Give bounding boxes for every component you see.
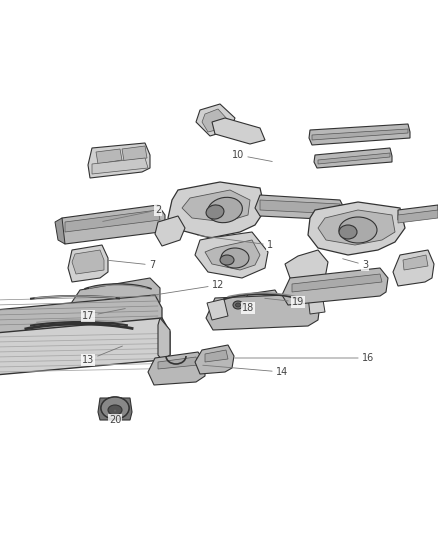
Text: 18: 18 <box>242 303 254 313</box>
Text: 1: 1 <box>198 236 273 250</box>
Polygon shape <box>212 118 265 144</box>
Polygon shape <box>202 109 228 132</box>
Text: 19: 19 <box>265 297 304 307</box>
Polygon shape <box>255 195 345 220</box>
Text: 12: 12 <box>151 280 224 296</box>
Polygon shape <box>398 205 438 220</box>
Polygon shape <box>92 158 148 174</box>
Polygon shape <box>318 153 390 164</box>
Polygon shape <box>68 245 108 282</box>
Polygon shape <box>252 294 276 306</box>
Polygon shape <box>158 357 198 369</box>
Text: 6: 6 <box>0 532 1 533</box>
Text: 14: 14 <box>203 365 288 377</box>
Text: 5: 5 <box>0 532 1 533</box>
Ellipse shape <box>208 197 242 223</box>
Polygon shape <box>122 146 147 161</box>
Polygon shape <box>309 124 410 145</box>
Polygon shape <box>155 216 185 246</box>
Text: 2: 2 <box>103 205 161 221</box>
Polygon shape <box>205 350 228 362</box>
Polygon shape <box>70 278 160 318</box>
Ellipse shape <box>233 301 243 309</box>
Polygon shape <box>398 210 438 223</box>
Polygon shape <box>207 299 228 320</box>
Polygon shape <box>285 250 328 284</box>
Ellipse shape <box>339 217 377 243</box>
Ellipse shape <box>206 205 224 219</box>
Polygon shape <box>195 232 268 278</box>
Text: 3: 3 <box>343 259 368 270</box>
Text: 9: 9 <box>0 532 1 533</box>
Polygon shape <box>0 295 162 345</box>
Ellipse shape <box>339 225 357 239</box>
Ellipse shape <box>236 303 240 307</box>
Ellipse shape <box>105 400 125 416</box>
Polygon shape <box>393 250 434 286</box>
Text: 17: 17 <box>82 309 125 321</box>
Text: 10: 10 <box>232 150 272 161</box>
Ellipse shape <box>108 405 122 415</box>
Ellipse shape <box>110 404 120 412</box>
Ellipse shape <box>221 248 249 268</box>
Text: 8: 8 <box>0 532 1 533</box>
Polygon shape <box>314 148 392 168</box>
Polygon shape <box>206 294 320 330</box>
Ellipse shape <box>220 255 234 265</box>
Polygon shape <box>168 182 265 238</box>
Polygon shape <box>0 318 170 375</box>
Polygon shape <box>158 318 170 360</box>
Polygon shape <box>312 129 408 140</box>
Polygon shape <box>182 190 250 222</box>
Polygon shape <box>148 352 205 385</box>
Polygon shape <box>98 398 132 420</box>
Polygon shape <box>242 290 280 316</box>
Polygon shape <box>308 202 405 255</box>
Text: 16: 16 <box>235 353 374 363</box>
Polygon shape <box>55 218 65 244</box>
Polygon shape <box>58 205 165 244</box>
Text: 20: 20 <box>109 410 121 425</box>
Polygon shape <box>65 210 160 232</box>
Text: 4: 4 <box>0 532 1 533</box>
Polygon shape <box>88 143 150 178</box>
Text: 7: 7 <box>108 260 155 270</box>
Polygon shape <box>318 210 395 245</box>
Polygon shape <box>282 268 388 305</box>
Text: 13: 13 <box>82 346 123 365</box>
Polygon shape <box>205 240 260 270</box>
Polygon shape <box>308 294 325 314</box>
Text: 12: 12 <box>0 532 1 533</box>
Polygon shape <box>196 104 235 136</box>
Polygon shape <box>96 149 122 164</box>
Polygon shape <box>260 200 340 214</box>
Text: 1: 1 <box>0 532 1 533</box>
Text: 11: 11 <box>0 532 1 533</box>
Ellipse shape <box>101 397 129 419</box>
Polygon shape <box>195 345 234 374</box>
Polygon shape <box>72 250 104 274</box>
Ellipse shape <box>101 397 129 419</box>
Polygon shape <box>403 255 428 270</box>
Polygon shape <box>292 274 382 292</box>
